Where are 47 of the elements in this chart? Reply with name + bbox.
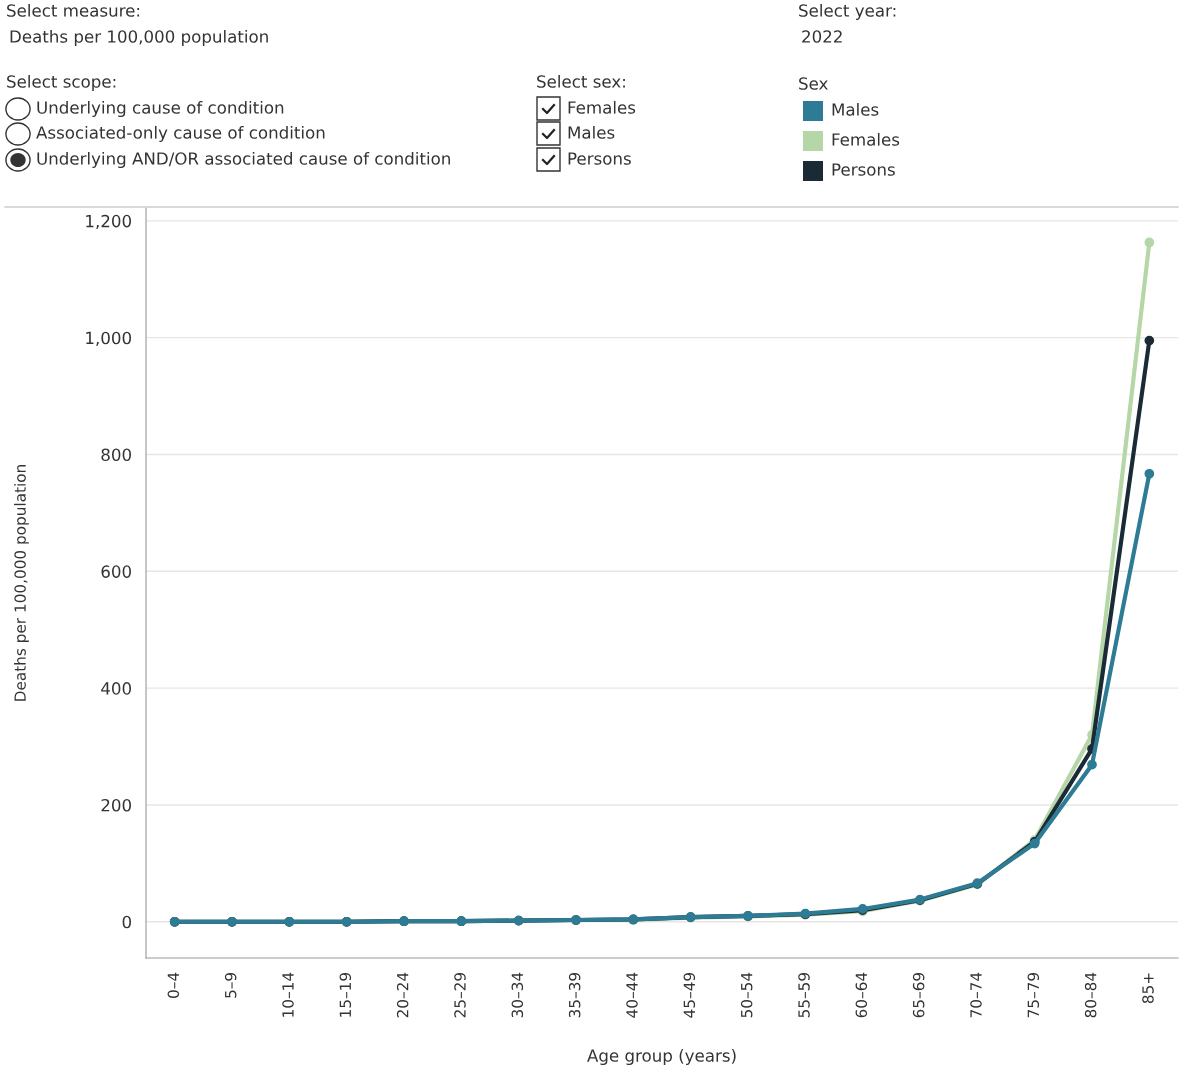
x-tick-label: 30–34 — [511, 972, 524, 1018]
x-tick-label: 65–69 — [912, 972, 925, 1018]
text: Select measure: — [7, 3, 140, 17]
y-tick-label: 1,200 — [86, 214, 131, 230]
x-tick-label: 70–74 — [970, 972, 982, 1018]
text: 2022 — [802, 30, 842, 43]
y-tick-label: 1,000 — [86, 331, 131, 346]
x-tick-label: 55–59 — [798, 972, 810, 1018]
x-tick-label: 5–9 — [224, 972, 237, 998]
text: Persons — [568, 152, 631, 165]
y-tick-label: 200 — [101, 798, 131, 812]
y-tick-label: 800 — [101, 448, 131, 462]
x-tick-label: 85+ — [1142, 973, 1154, 1004]
x-tick-label: 10–14 — [282, 972, 294, 1017]
x-tick-label: 45–49 — [683, 972, 696, 1018]
text: Underlying AND/OR associated cause of condition — [37, 151, 450, 169]
text: Select year: — [799, 3, 896, 21]
x-tick-label: 25–29 — [454, 972, 466, 1018]
x-tick-label: 75–79 — [1027, 972, 1040, 1018]
legend-label: Females — [832, 132, 900, 146]
y-tick-label: 0 — [122, 915, 131, 929]
x-tick-label: 40–44 — [626, 972, 638, 1018]
text: Associated-only cause of condition — [36, 125, 325, 143]
point — [1144, 335, 1155, 346]
text: Deaths per 100,000 population — [10, 29, 268, 47]
legend-title: Sex — [799, 77, 828, 90]
point — [1144, 468, 1155, 479]
y-tick-label: 600 — [101, 565, 131, 578]
x-tick-label: 60–64 — [855, 972, 868, 1018]
y-axis-title: Deaths per 100,000 population — [14, 465, 29, 701]
text: Males — [568, 125, 615, 139]
text: Select scope: — [7, 74, 116, 92]
x-axis-title: Age group (years) — [587, 1048, 736, 1066]
x-tick-label: 35–39 — [568, 972, 581, 1018]
legend-label: Persons — [832, 163, 895, 176]
x-tick-label: 80–84 — [1084, 972, 1097, 1018]
text: Females — [568, 100, 636, 114]
x-tick-label: 15–19 — [339, 972, 352, 1017]
legend-label: Males — [832, 102, 879, 116]
x-tick-label: 50–54 — [740, 972, 753, 1018]
text: Underlying cause of condition — [37, 100, 284, 118]
x-tick-label: 20–24 — [396, 972, 409, 1018]
x-tick-label: 0–4 — [167, 972, 180, 998]
point — [1144, 237, 1155, 248]
text: Select sex: — [537, 74, 625, 88]
point — [1087, 759, 1097, 770]
y-tick-label: 400 — [101, 682, 131, 695]
